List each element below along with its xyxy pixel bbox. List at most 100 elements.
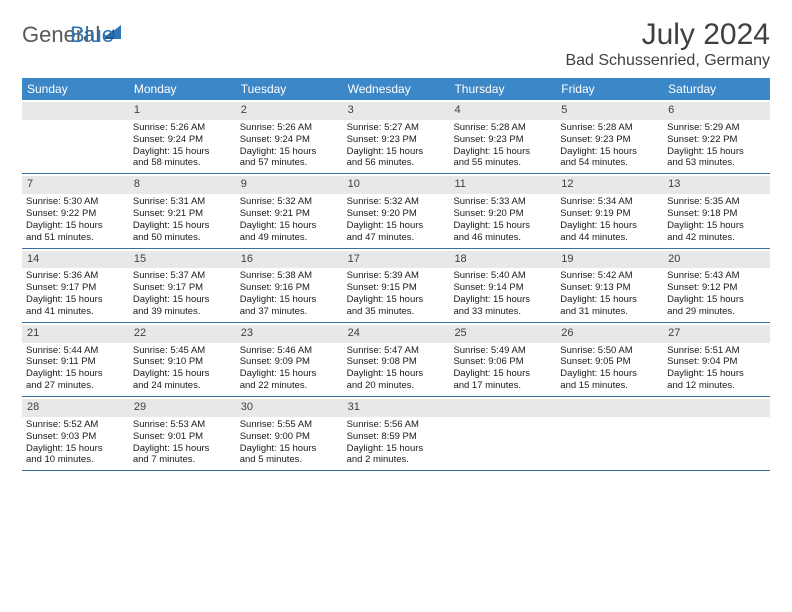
day-number: 18 (449, 251, 556, 269)
daylight2: and 10 minutes. (26, 454, 125, 466)
sunset: Sunset: 9:22 PM (667, 134, 766, 146)
sunset: Sunset: 9:09 PM (240, 356, 339, 368)
sunset: Sunset: 9:20 PM (453, 208, 552, 220)
month-title: July 2024 (565, 18, 770, 52)
sunrise: Sunrise: 5:33 AM (453, 196, 552, 208)
day-cell-empty (556, 397, 663, 470)
day-cell: 18Sunrise: 5:40 AMSunset: 9:14 PMDayligh… (449, 249, 556, 322)
day-cell: 30Sunrise: 5:55 AMSunset: 9:00 PMDayligh… (236, 397, 343, 470)
day-cell: 23Sunrise: 5:46 AMSunset: 9:09 PMDayligh… (236, 323, 343, 396)
daylight1: Daylight: 15 hours (453, 368, 552, 380)
day-cell: 1Sunrise: 5:26 AMSunset: 9:24 PMDaylight… (129, 100, 236, 173)
day-number: 4 (449, 102, 556, 120)
sunrise: Sunrise: 5:31 AM (133, 196, 232, 208)
day-cell: 2Sunrise: 5:26 AMSunset: 9:24 PMDaylight… (236, 100, 343, 173)
sunrise: Sunrise: 5:27 AM (347, 122, 446, 134)
sunrise: Sunrise: 5:46 AM (240, 345, 339, 357)
daylight2: and 27 minutes. (26, 380, 125, 392)
day-cell: 11Sunrise: 5:33 AMSunset: 9:20 PMDayligh… (449, 174, 556, 247)
day-number: 14 (22, 251, 129, 269)
day-number: 8 (129, 176, 236, 194)
daylight2: and 49 minutes. (240, 232, 339, 244)
day-number: 1 (129, 102, 236, 120)
day-cell-empty (22, 100, 129, 173)
daylight1: Daylight: 15 hours (240, 146, 339, 158)
day-cell: 25Sunrise: 5:49 AMSunset: 9:06 PMDayligh… (449, 323, 556, 396)
daylight2: and 17 minutes. (453, 380, 552, 392)
daylight1: Daylight: 15 hours (560, 368, 659, 380)
day-number: 7 (22, 176, 129, 194)
sunset: Sunset: 9:05 PM (560, 356, 659, 368)
day-cell: 12Sunrise: 5:34 AMSunset: 9:19 PMDayligh… (556, 174, 663, 247)
sunset: Sunset: 9:04 PM (667, 356, 766, 368)
sunrise: Sunrise: 5:49 AM (453, 345, 552, 357)
day-cell: 4Sunrise: 5:28 AMSunset: 9:23 PMDaylight… (449, 100, 556, 173)
daylight1: Daylight: 15 hours (667, 146, 766, 158)
day-number: 30 (236, 399, 343, 417)
day-cell: 13Sunrise: 5:35 AMSunset: 9:18 PMDayligh… (663, 174, 770, 247)
sunset: Sunset: 9:10 PM (133, 356, 232, 368)
calendar: SundayMondayTuesdayWednesdayThursdayFrid… (22, 78, 770, 471)
day-cell: 29Sunrise: 5:53 AMSunset: 9:01 PMDayligh… (129, 397, 236, 470)
sunset: Sunset: 9:23 PM (560, 134, 659, 146)
day-number: 22 (129, 325, 236, 343)
daylight1: Daylight: 15 hours (560, 146, 659, 158)
day-number: 13 (663, 176, 770, 194)
day-cell: 9Sunrise: 5:32 AMSunset: 9:21 PMDaylight… (236, 174, 343, 247)
sunrise: Sunrise: 5:28 AM (560, 122, 659, 134)
week-row: 1Sunrise: 5:26 AMSunset: 9:24 PMDaylight… (22, 100, 770, 174)
daylight1: Daylight: 15 hours (133, 146, 232, 158)
week-row: 14Sunrise: 5:36 AMSunset: 9:17 PMDayligh… (22, 249, 770, 323)
daylight2: and 31 minutes. (560, 306, 659, 318)
day-number: 26 (556, 325, 663, 343)
day-number: 27 (663, 325, 770, 343)
sunrise: Sunrise: 5:40 AM (453, 270, 552, 282)
daylight1: Daylight: 15 hours (347, 220, 446, 232)
day-number: 28 (22, 399, 129, 417)
day-cell: 8Sunrise: 5:31 AMSunset: 9:21 PMDaylight… (129, 174, 236, 247)
daylight2: and 12 minutes. (667, 380, 766, 392)
day-number: 6 (663, 102, 770, 120)
sunset: Sunset: 9:22 PM (26, 208, 125, 220)
weekday-header-row: SundayMondayTuesdayWednesdayThursdayFrid… (22, 78, 770, 100)
day-cell: 21Sunrise: 5:44 AMSunset: 9:11 PMDayligh… (22, 323, 129, 396)
day-cell: 15Sunrise: 5:37 AMSunset: 9:17 PMDayligh… (129, 249, 236, 322)
daylight2: and 53 minutes. (667, 157, 766, 169)
week-row: 28Sunrise: 5:52 AMSunset: 9:03 PMDayligh… (22, 397, 770, 471)
daylight2: and 22 minutes. (240, 380, 339, 392)
daylight2: and 51 minutes. (26, 232, 125, 244)
daylight1: Daylight: 15 hours (453, 294, 552, 306)
weekday-friday: Friday (556, 78, 663, 100)
sunset: Sunset: 8:59 PM (347, 431, 446, 443)
week-row: 21Sunrise: 5:44 AMSunset: 9:11 PMDayligh… (22, 323, 770, 397)
daylight2: and 54 minutes. (560, 157, 659, 169)
daylight2: and 2 minutes. (347, 454, 446, 466)
weekday-sunday: Sunday (22, 78, 129, 100)
sunset: Sunset: 9:21 PM (240, 208, 339, 220)
daylight1: Daylight: 15 hours (26, 220, 125, 232)
week-row: 7Sunrise: 5:30 AMSunset: 9:22 PMDaylight… (22, 174, 770, 248)
daylight1: Daylight: 15 hours (240, 294, 339, 306)
sunrise: Sunrise: 5:35 AM (667, 196, 766, 208)
daylight2: and 39 minutes. (133, 306, 232, 318)
daylight1: Daylight: 15 hours (133, 294, 232, 306)
sunset: Sunset: 9:11 PM (26, 356, 125, 368)
weekday-wednesday: Wednesday (343, 78, 450, 100)
day-cell: 14Sunrise: 5:36 AMSunset: 9:17 PMDayligh… (22, 249, 129, 322)
daylight2: and 47 minutes. (347, 232, 446, 244)
sunset: Sunset: 9:20 PM (347, 208, 446, 220)
day-cell: 7 Sunrise: 5:30 AMSunset: 9:22 PMDaylight… (22, 174, 129, 247)
sunrise: Sunrise: 5:30 AM (26, 196, 125, 208)
sunrise: Sunrise: 5:32 AM (347, 196, 446, 208)
sunrise: Sunrise: 5:38 AM (240, 270, 339, 282)
sunset: Sunset: 9:23 PM (347, 134, 446, 146)
location: Bad Schussenried, Germany (565, 52, 770, 70)
day-number-band (22, 102, 129, 120)
sunset: Sunset: 9:14 PM (453, 282, 552, 294)
weeks-container: 1Sunrise: 5:26 AMSunset: 9:24 PMDaylight… (22, 100, 770, 471)
daylight2: and 20 minutes. (347, 380, 446, 392)
day-number: 19 (556, 251, 663, 269)
day-cell: 26Sunrise: 5:50 AMSunset: 9:05 PMDayligh… (556, 323, 663, 396)
sunrise: Sunrise: 5:26 AM (240, 122, 339, 134)
logo-sub: Blue (22, 44, 114, 70)
